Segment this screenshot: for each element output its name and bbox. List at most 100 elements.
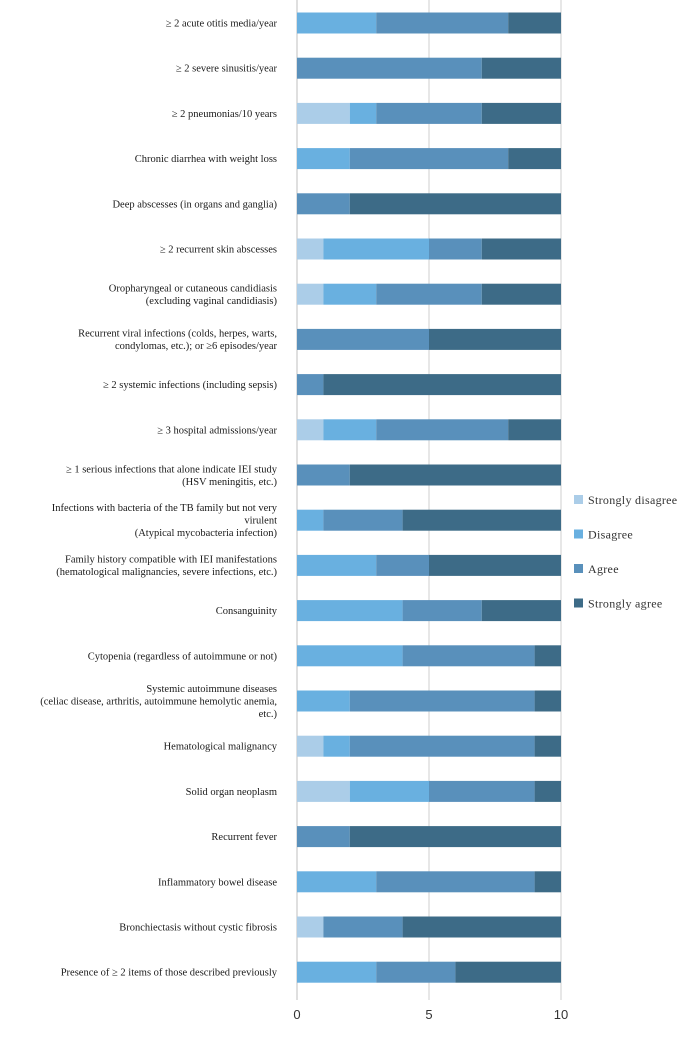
category-label: (HSV meningitis, etc.)	[182, 477, 277, 488]
bar-segment-strongly-agree	[534, 690, 561, 712]
bar-segment-strongly-agree	[481, 283, 561, 305]
bar-segment-strongly-agree	[429, 328, 561, 350]
category-label: Deep abscesses (in organs and ganglia)	[112, 199, 277, 210]
bar-segment-agree	[297, 193, 350, 215]
bar-segment-strongly-agree	[534, 645, 561, 667]
bar-segment-strongly-agree	[534, 735, 561, 757]
bar-segment-disagree	[297, 645, 403, 667]
category-label: Systemic autoimmune diseases	[146, 684, 277, 695]
bar-segment-agree	[323, 916, 403, 938]
bar-segment-strongly-agree	[481, 102, 561, 124]
bar-segment-strongly-agree	[349, 826, 561, 848]
category-label: (excluding vaginal candidiasis)	[146, 296, 278, 307]
category-label: (hematological malignancies, severe infe…	[56, 567, 277, 578]
legend-label: Strongly agree	[588, 597, 663, 611]
category-label: ≥ 3 hospital admissions/year	[157, 425, 277, 436]
category-label: etc.)	[259, 709, 278, 720]
bar-segment-strongly-disagree	[297, 102, 350, 124]
bar-segment-strongly-agree	[349, 193, 561, 215]
category-label: (celiac disease, arthritis, autoimmune h…	[40, 697, 277, 708]
bar-segment-agree	[297, 464, 350, 486]
bar-segment-strongly-disagree	[297, 735, 324, 757]
bar-segment-disagree	[323, 238, 429, 260]
bar-segment-disagree	[297, 961, 377, 983]
bar-segment-agree	[376, 283, 482, 305]
category-label: (Atypical mycobacteria infection)	[135, 528, 278, 539]
bar-segment-agree	[376, 961, 456, 983]
bar-segment-agree	[376, 102, 482, 124]
category-label: Bronchiectasis without cystic fibrosis	[119, 923, 277, 934]
category-label: virulent	[244, 516, 277, 527]
legend: Strongly disagree Disagree Agree Strongly a…	[574, 493, 677, 611]
bar-segment-agree	[376, 12, 509, 34]
bar-segment-strongly-agree	[402, 509, 561, 531]
category-label: condylomas, etc.); or ≥6 episodes/year	[115, 341, 278, 352]
x-tick-label: 0	[293, 1007, 300, 1022]
x-axis: 0 5 10	[293, 1007, 568, 1022]
legend-swatch	[574, 495, 583, 504]
bar-segment-agree	[402, 600, 482, 622]
category-label: Family history compatible with IEI manif…	[65, 555, 277, 566]
bar-segment-agree	[297, 374, 324, 396]
bar-segment-strongly-agree	[402, 916, 561, 938]
bar-segment-disagree	[323, 419, 377, 441]
category-label: Infections with bacteria of the TB famil…	[52, 503, 278, 514]
legend-label: Strongly disagree	[588, 493, 677, 507]
bar-segment-disagree	[297, 690, 350, 712]
bar-segment-agree	[376, 871, 535, 893]
bar-segment-agree	[349, 690, 535, 712]
bar-segment-agree	[429, 238, 482, 260]
bar-segment-disagree	[349, 102, 377, 124]
category-label: Hematological malignancy	[164, 742, 278, 753]
bar-segment-agree	[429, 780, 535, 802]
bar-segment-strongly-agree	[429, 554, 561, 576]
x-tick-label: 10	[554, 1007, 568, 1022]
bar-segment-strongly-disagree	[297, 780, 350, 802]
category-label: ≥ 2 acute otitis media/year	[166, 19, 278, 30]
bar-segment-agree	[376, 554, 429, 576]
legend-swatch	[574, 598, 583, 608]
bar-segment-agree	[402, 645, 535, 667]
legend-label: Disagree	[588, 528, 633, 542]
bar-segment-strongly-disagree	[297, 283, 324, 305]
category-label: Oropharyngeal or cutaneous candidiasis	[109, 283, 277, 294]
bar-segment-agree	[297, 328, 429, 350]
category-label: ≥ 2 severe sinusitis/year	[176, 64, 278, 75]
bar-segment-disagree	[297, 554, 377, 576]
bar-segment-disagree	[323, 283, 377, 305]
bar-segment-strongly-agree	[508, 148, 561, 170]
legend-swatch	[574, 564, 583, 573]
bar-segment-strongly-disagree	[297, 916, 324, 938]
bar-segment-strongly-disagree	[297, 238, 324, 260]
bar-segment-disagree	[349, 780, 429, 802]
legend-swatch	[574, 529, 583, 539]
legend-label: Agree	[588, 562, 619, 576]
bar-segment-strongly-agree	[349, 464, 561, 486]
bar-segment-strongly-agree	[455, 961, 561, 983]
bar-segment-strongly-agree	[534, 871, 561, 893]
bar-segment-strongly-agree	[481, 57, 561, 79]
bar-segment-agree	[323, 509, 403, 531]
bar-segment-strongly-agree	[534, 780, 561, 802]
bar-segment-strongly-agree	[481, 600, 561, 622]
category-label: Chronic diarrhea with weight loss	[135, 154, 277, 165]
category-label: Inflammatory bowel disease	[158, 877, 277, 888]
category-labels: ≥ 2 acute otitis media/year ≥ 2 severe si…	[40, 19, 277, 979]
category-label: Presence of ≥ 2 items of those described…	[61, 968, 278, 979]
bar-segment-disagree	[297, 509, 324, 531]
category-label: ≥ 1 serious infections that alone indica…	[66, 464, 278, 475]
bars	[297, 12, 561, 983]
bar-segment-strongly-agree	[323, 374, 561, 396]
bar-segment-agree	[297, 826, 350, 848]
bar-segment-disagree	[297, 600, 403, 622]
bar-segment-strongly-agree	[508, 419, 561, 441]
category-label: Consanguinity	[216, 606, 278, 617]
bar-segment-agree	[349, 735, 535, 757]
bar-segment-disagree	[297, 12, 377, 34]
category-label: Recurrent viral infections (colds, herpe…	[78, 329, 277, 340]
bar-segment-strongly-agree	[508, 12, 561, 34]
bar-segment-disagree	[297, 871, 377, 893]
bar-segment-agree	[349, 148, 509, 170]
category-label: ≥ 2 systemic infections (including sepsi…	[103, 380, 278, 391]
